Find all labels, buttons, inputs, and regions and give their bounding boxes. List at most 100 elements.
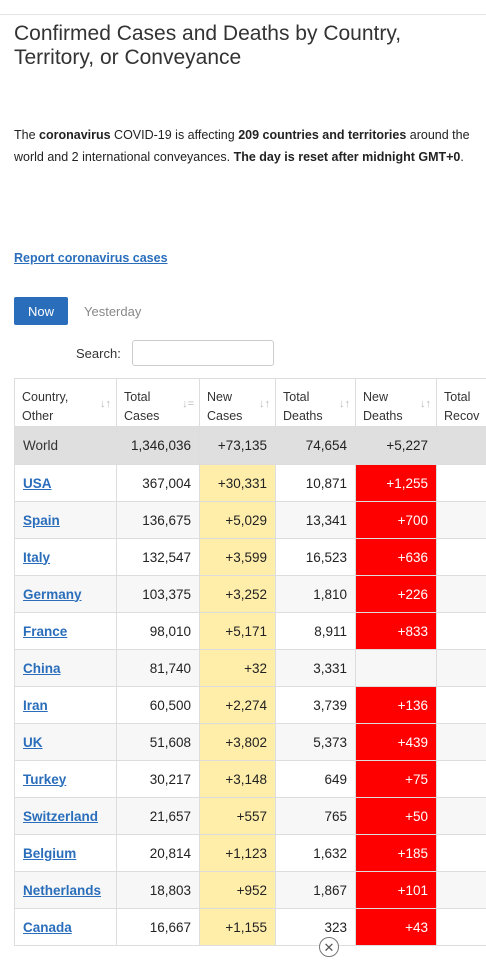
column-header-total-recovered[interactable]: Total Recov: [436, 378, 486, 427]
total-recovered-cell: [436, 834, 486, 872]
new-cases-cell: +3,148: [199, 760, 276, 798]
header-line1: New: [207, 390, 233, 404]
new-deaths-cell: +439: [355, 723, 437, 761]
country-link[interactable]: Turkey: [23, 771, 67, 787]
header-line1: Country,: [22, 390, 69, 404]
country-link[interactable]: Iran: [23, 697, 48, 713]
page-title: Confirmed Cases and Deaths by Country, T…: [14, 22, 402, 69]
close-icon[interactable]: ✕: [319, 937, 339, 957]
country-cell: World: [14, 426, 117, 465]
total-deaths-cell: 74,654: [275, 426, 356, 465]
new-cases-cell: +32: [199, 649, 276, 687]
country-cell: Germany: [14, 575, 117, 613]
new-cases-cell: +30,331: [199, 464, 276, 502]
country-cell: Turkey: [14, 760, 117, 798]
sort-icon: ↓↑: [420, 398, 431, 410]
total-recovered-cell: [436, 501, 486, 539]
new-deaths-cell: +700: [355, 501, 437, 539]
column-header-total-deaths[interactable]: Total Deaths ↓↑: [275, 378, 356, 427]
country-link[interactable]: Canada: [23, 919, 72, 935]
total-recovered-cell: [436, 686, 486, 724]
country-cell: Switzerland: [14, 797, 117, 835]
header-line2: Other: [22, 409, 54, 423]
total-deaths-cell: 1,632: [275, 834, 356, 872]
new-deaths-cell: +1,255: [355, 464, 437, 502]
country-cell: USA: [14, 464, 117, 502]
search-input[interactable]: [132, 340, 274, 366]
header-line1: Total: [124, 390, 151, 404]
total-deaths-cell: 649: [275, 760, 356, 798]
new-deaths-cell: +185: [355, 834, 437, 872]
total-recovered-cell: [436, 575, 486, 613]
country-link[interactable]: China: [23, 660, 61, 676]
column-header-new-cases[interactable]: New Cases ↓↑: [199, 378, 276, 427]
total-deaths-cell: 13,341: [275, 501, 356, 539]
country-link[interactable]: USA: [23, 475, 52, 491]
new-deaths-cell: +75: [355, 760, 437, 798]
new-cases-cell: +3,599: [199, 538, 276, 576]
new-cases-cell: +3,252: [199, 575, 276, 613]
report-cases-link[interactable]: Report coronavirus cases: [14, 251, 168, 265]
header-line2: Deaths: [363, 409, 403, 423]
country-cell: UK: [14, 723, 117, 761]
total-cases-cell: 132,547: [116, 538, 200, 576]
total-cases-cell: 20,814: [116, 834, 200, 872]
total-cases-cell: 60,500: [116, 686, 200, 724]
total-deaths-cell: 10,871: [275, 464, 356, 502]
total-cases-cell: 1,346,036: [116, 426, 200, 465]
table-row: Switzerland 21,657 +557 765 +50: [14, 797, 486, 835]
country-cell: Netherlands: [14, 871, 117, 909]
total-recovered-cell: 2: [436, 426, 486, 465]
table-row: France 98,010 +5,171 8,911 +833: [14, 612, 486, 650]
total-recovered-cell: [436, 464, 486, 502]
country-cell: Iran: [14, 686, 117, 724]
country-link[interactable]: Switzerland: [23, 808, 99, 824]
header-line1: Total: [444, 390, 471, 404]
tab-yesterday[interactable]: Yesterday: [84, 303, 142, 319]
new-cases-cell: +952: [199, 871, 276, 909]
country-link[interactable]: UK: [23, 734, 43, 750]
country-link[interactable]: Germany: [23, 586, 82, 602]
new-cases-cell: +557: [199, 797, 276, 835]
cases-table-container: Country, Other ↓↑ Total Cases ↓= New Cases ↓↑ Tot…: [14, 378, 486, 960]
tab-now[interactable]: Now: [14, 297, 68, 325]
column-header-country[interactable]: Country, Other ↓↑: [14, 378, 117, 427]
total-recovered-cell: [436, 612, 486, 650]
country-cell: China: [14, 649, 117, 687]
country-link[interactable]: Netherlands: [23, 882, 102, 898]
header-line1: Total: [283, 390, 310, 404]
total-cases-cell: 98,010: [116, 612, 200, 650]
country-link[interactable]: Spain: [23, 512, 60, 528]
country-link[interactable]: Italy: [23, 549, 51, 565]
column-header-total-cases[interactable]: Total Cases ↓=: [116, 378, 200, 427]
total-cases-cell: 103,375: [116, 575, 200, 613]
new-deaths-cell: +833: [355, 612, 437, 650]
total-recovered-cell: [436, 538, 486, 576]
table-row: China 81,740 +32 3,331: [14, 649, 486, 687]
total-cases-cell: 136,675: [116, 501, 200, 539]
total-recovered-cell: [436, 723, 486, 761]
new-deaths-cell: +226: [355, 575, 437, 613]
total-recovered-cell: [436, 908, 486, 946]
total-cases-cell: 18,803: [116, 871, 200, 909]
total-deaths-cell: 323: [275, 908, 356, 946]
new-deaths-cell: +636: [355, 538, 437, 576]
new-cases-cell: +5,171: [199, 612, 276, 650]
header-line2: Cases: [207, 409, 243, 423]
total-cases-cell: 51,608: [116, 723, 200, 761]
top-divider: [0, 14, 486, 15]
table-row: Italy 132,547 +3,599 16,523 +636: [14, 538, 486, 576]
new-deaths-cell: +50: [355, 797, 437, 835]
intro-paragraph: The coronavirus COVID-19 is affecting 20…: [14, 128, 470, 164]
cases-table: Country, Other ↓↑ Total Cases ↓= New Cases ↓↑ Tot…: [14, 378, 486, 946]
column-header-new-deaths[interactable]: New Deaths ↓↑: [355, 378, 437, 427]
table-row: Netherlands 18,803 +952 1,867 +101: [14, 871, 486, 909]
total-deaths-cell: 3,739: [275, 686, 356, 724]
sort-icon: ↓=: [182, 398, 194, 410]
country-link[interactable]: Belgium: [23, 845, 77, 861]
total-recovered-cell: [436, 649, 486, 687]
country-link[interactable]: France: [23, 623, 68, 639]
total-cases-cell: 81,740: [116, 649, 200, 687]
table-row: Iran 60,500 +2,274 3,739 +136: [14, 686, 486, 724]
header-line2: Deaths: [283, 409, 323, 423]
